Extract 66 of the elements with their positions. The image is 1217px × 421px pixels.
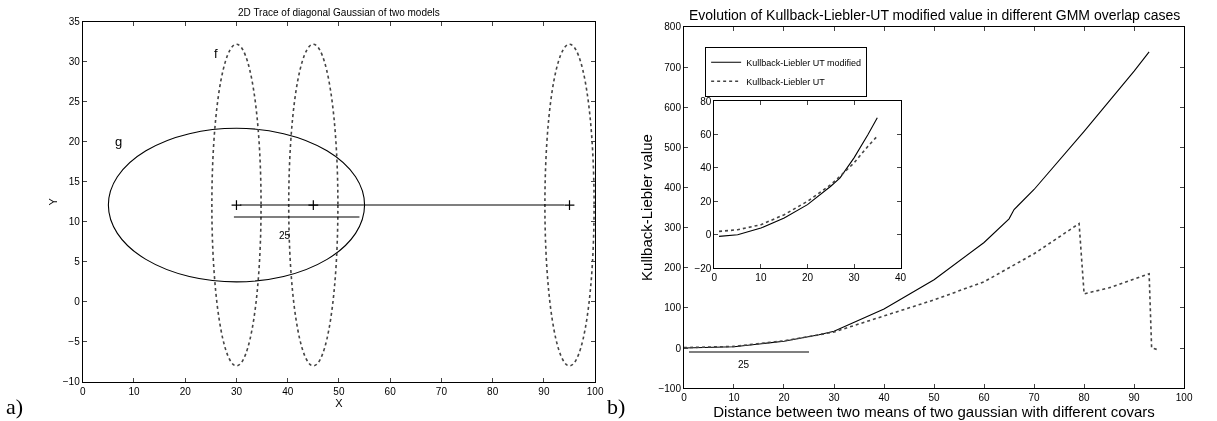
y-tick-label: 25 bbox=[68, 96, 81, 108]
x-tick-label: 70 bbox=[1028, 392, 1041, 404]
y-tick-label: 5 bbox=[74, 256, 81, 268]
y-tick-label: −20 bbox=[694, 262, 712, 274]
y-tick-label: 800 bbox=[664, 21, 682, 33]
x-tick-label: 90 bbox=[1128, 392, 1141, 404]
text: a) bbox=[6, 394, 24, 419]
y-tick-label: 0 bbox=[74, 296, 81, 308]
y-tick-label: 200 bbox=[664, 262, 682, 274]
line-series bbox=[718, 135, 879, 233]
chart-title: Evolution of Kullback-Liebler-UT modified value in different GMM overlap cases bbox=[689, 7, 1181, 23]
x-tick-label: 50 bbox=[333, 385, 345, 397]
x-tick-label: 10 bbox=[128, 385, 140, 397]
x-tick-label: 40 bbox=[282, 385, 294, 397]
y-tick-label: 0 bbox=[705, 229, 712, 241]
x-tick-label: 30 bbox=[848, 272, 861, 284]
y-tick-label: 400 bbox=[664, 181, 682, 193]
y-axis-title: Kullback-Liebler value bbox=[637, 134, 655, 281]
x-tick-label: 80 bbox=[1078, 392, 1091, 404]
y-tick-label: 20 bbox=[68, 136, 81, 148]
x-tick-label: 90 bbox=[538, 385, 550, 397]
y-tick-label: 100 bbox=[664, 302, 682, 314]
y-tick-label: −5 bbox=[68, 336, 81, 348]
y-tick-label: 30 bbox=[68, 56, 81, 68]
y-tick-label: 15 bbox=[68, 176, 81, 188]
x-tick-label: 20 bbox=[778, 392, 790, 404]
x-tick-label: 20 bbox=[179, 385, 192, 397]
y-tick-label: 40 bbox=[700, 162, 712, 174]
y-tick-label: 80 bbox=[700, 95, 712, 107]
x-tick-label: 60 bbox=[978, 392, 991, 404]
x-tick-label: 40 bbox=[878, 392, 891, 404]
y-tick-label: 600 bbox=[664, 101, 682, 113]
x-tick-label: 80 bbox=[487, 385, 499, 397]
x-tick-label: 40 bbox=[895, 272, 907, 284]
x-tick-label: 30 bbox=[828, 392, 841, 404]
y-axis-title: Y bbox=[47, 197, 60, 206]
annotation: g bbox=[115, 134, 123, 149]
y-tick-label: 60 bbox=[700, 128, 712, 140]
annotation: f bbox=[214, 46, 218, 61]
x-tick-label: 10 bbox=[728, 392, 740, 404]
y-tick-label: 20 bbox=[700, 195, 712, 207]
x-tick-label: 30 bbox=[230, 385, 243, 397]
y-tick-label: 35 bbox=[68, 16, 81, 28]
text: b) bbox=[607, 394, 626, 419]
y-tick-label: 10 bbox=[68, 216, 81, 228]
x-tick-label: 100 bbox=[586, 385, 604, 397]
x-tick-label: 50 bbox=[928, 392, 941, 404]
y-tick-label: 300 bbox=[664, 222, 682, 234]
x-tick-label: 20 bbox=[801, 272, 814, 284]
x-tick-label: 70 bbox=[435, 385, 448, 397]
y-tick-label: 500 bbox=[664, 141, 682, 153]
x-axis-title: Distance between two means of two gaussian with different covars bbox=[713, 403, 1155, 421]
annotation: 25 bbox=[738, 359, 750, 370]
x-tick-label: 100 bbox=[1175, 392, 1193, 404]
line-series bbox=[718, 117, 878, 237]
legend-label: Kullback-Liebler UT bbox=[746, 76, 826, 87]
y-tick-label: 0 bbox=[675, 342, 682, 354]
y-tick-label: −100 bbox=[658, 382, 682, 394]
y-tick-label: −10 bbox=[62, 376, 81, 388]
x-tick-label: 60 bbox=[384, 385, 397, 397]
annotation: 25 bbox=[279, 230, 291, 241]
chart-title: 2D Trace of diagonal Gaussian of two models bbox=[238, 7, 440, 18]
x-axis-title: X bbox=[335, 396, 344, 409]
legend-label: Kullback-Liebler UT modified bbox=[746, 57, 862, 68]
x-tick-label: 10 bbox=[755, 272, 767, 284]
y-tick-label: 700 bbox=[664, 61, 682, 73]
